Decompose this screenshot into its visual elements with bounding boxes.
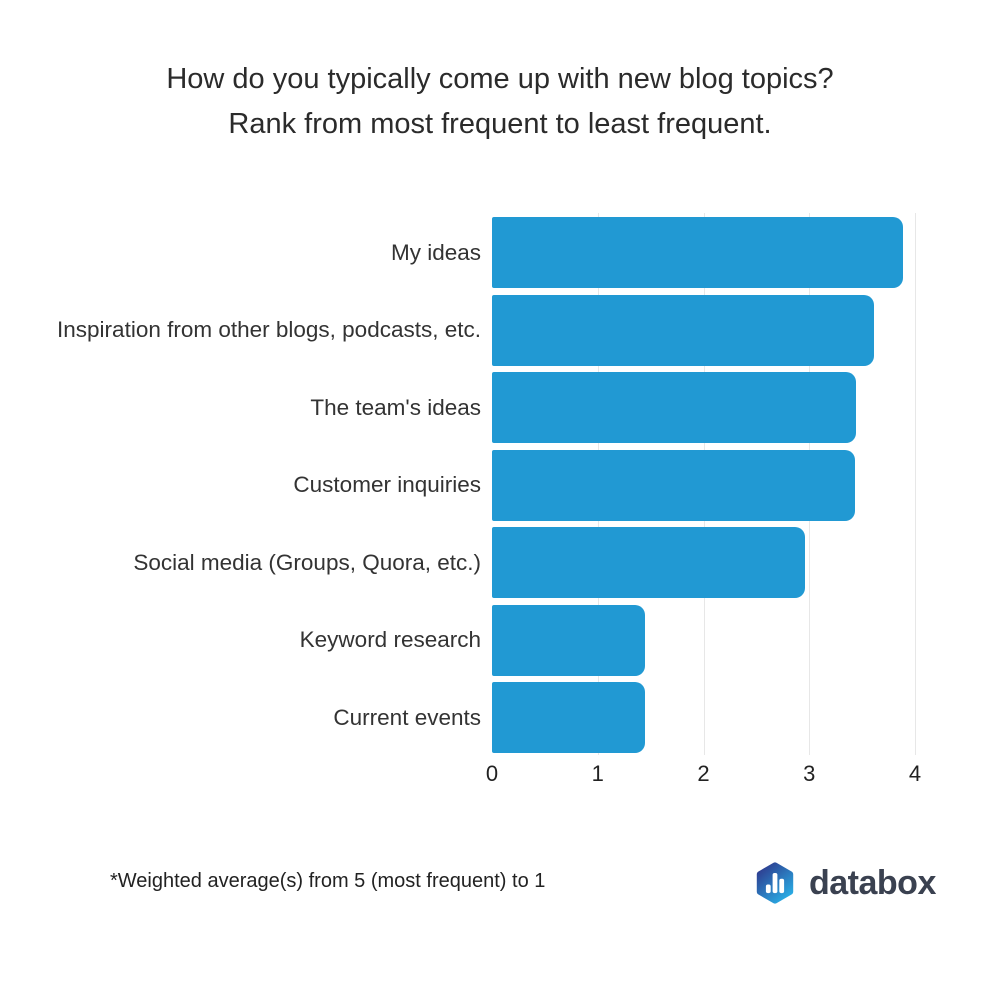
bar-row: Current events [0, 682, 1000, 753]
x-tick-4: 4 [908, 761, 922, 786]
bar-my-ideas [492, 217, 904, 288]
bar-chart: My ideas Inspiration from other blogs, po… [0, 213, 1000, 813]
bar-row: Inspiration from other blogs, podcasts, … [0, 294, 1000, 366]
bar-customer-inquiries [492, 449, 855, 521]
databox-brand: databox [752, 860, 936, 906]
category-label: Current events [333, 704, 481, 730]
category-label: My ideas [390, 239, 481, 265]
category-label: Social media (Groups, Quora, etc.) [133, 549, 481, 575]
x-tick-2: 2 [697, 761, 710, 786]
category-label: Inspiration from other blogs, podcasts, … [57, 317, 481, 342]
bar-row: The team's ideas [0, 372, 1000, 443]
category-label: The team's ideas [310, 394, 481, 420]
chart-title-line1: How do you typically come up with new bl… [166, 63, 834, 95]
x-axis-ticks: 0 1 2 3 4 [486, 761, 921, 791]
bar-social-media-groups-quora-etc [492, 527, 806, 598]
x-tick-3: 3 [803, 761, 816, 786]
category-label: Keyword research [299, 627, 481, 652]
category-label: Customer inquiries [293, 472, 481, 497]
chart-title: How do you typically come up with new bl… [0, 57, 1000, 147]
gridline-x4 [915, 213, 916, 755]
bar-keyword-research [492, 604, 646, 676]
x-tick-1: 1 [591, 761, 604, 786]
x-tick-0: 0 [485, 761, 499, 786]
bar-current-events [492, 682, 646, 753]
footnote: *Weighted average(s) from 5 (most freque… [110, 870, 546, 892]
bar-rows: My ideas Inspiration from other blogs, po… [0, 217, 1000, 760]
databox-wordmark: databox [809, 863, 936, 902]
bar-row: My ideas [0, 217, 1000, 288]
bar-row: Social media (Groups, Quora, etc.) [0, 527, 1000, 598]
chart-title-line2: Rank from most frequent to least frequen… [228, 108, 772, 140]
bar-row: Customer inquiries [0, 449, 1000, 521]
footer: *Weighted average(s) from 5 (most freque… [0, 858, 1000, 910]
databox-hexagon-bar-chart-icon [756, 862, 794, 904]
bar-inspiration-from-other-blogs-podcasts-etc [492, 294, 874, 366]
bar-the-team-s-ideas [492, 372, 856, 443]
bar-row: Keyword research [0, 604, 1000, 676]
